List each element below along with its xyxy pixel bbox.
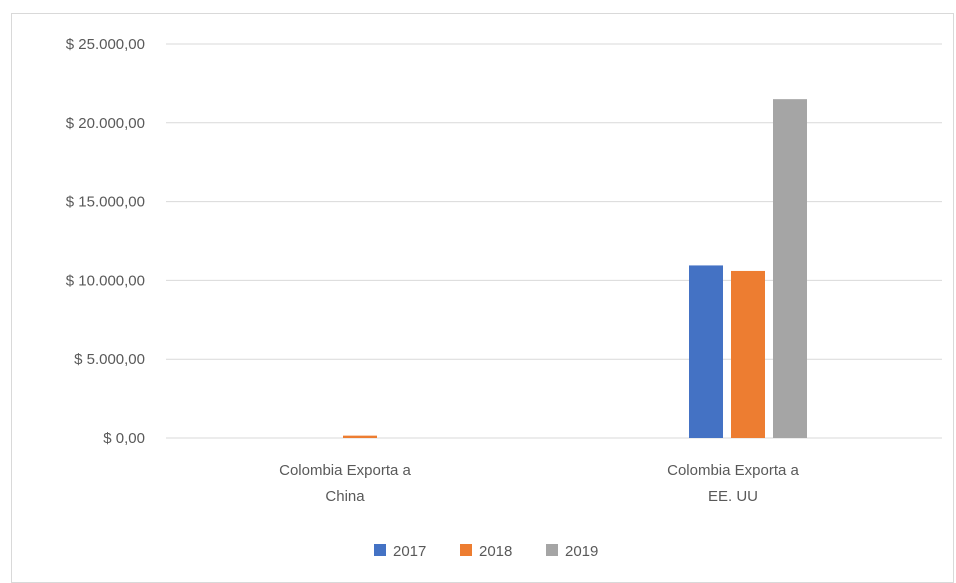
y-tick-label: $ 25.000,00 — [66, 36, 145, 53]
legend-label-2017: 2017 — [393, 543, 426, 560]
y-tick-label: $ 20.000,00 — [66, 115, 145, 132]
legend-swatch-2017 — [374, 544, 386, 556]
legend-swatch-2018 — [460, 544, 472, 556]
legend-label-2018: 2018 — [479, 543, 512, 560]
y-tick-label: $ 10.000,00 — [66, 272, 145, 289]
bars — [343, 99, 807, 438]
category-label: China — [325, 488, 365, 505]
bar-2018 — [343, 435, 377, 438]
x-axis-category-labels: Colombia Exporta a China Colombia Exporta … — [279, 462, 799, 505]
category-label: Colombia Exporta a — [279, 462, 411, 479]
y-tick-label: $ 15.000,00 — [66, 194, 145, 211]
category-label: EE. UU — [708, 488, 758, 505]
legend-label-2019: 2019 — [565, 543, 598, 560]
y-axis-tick-labels: $ 0,00 $ 5.000,00 $ 10.000,00 $ 15.000,00 $ … — [66, 36, 145, 447]
bar-2017 — [689, 265, 723, 438]
legend-swatch-2019 — [546, 544, 558, 556]
bar-2018 — [731, 270, 765, 438]
category-label: Colombia Exporta a — [667, 462, 799, 479]
legend: 2017 2018 2019 — [374, 543, 598, 560]
y-tick-label: $ 0,00 — [103, 430, 145, 447]
bar-2019 — [773, 99, 807, 438]
gridlines — [166, 43, 942, 439]
y-tick-label: $ 5.000,00 — [74, 351, 145, 368]
